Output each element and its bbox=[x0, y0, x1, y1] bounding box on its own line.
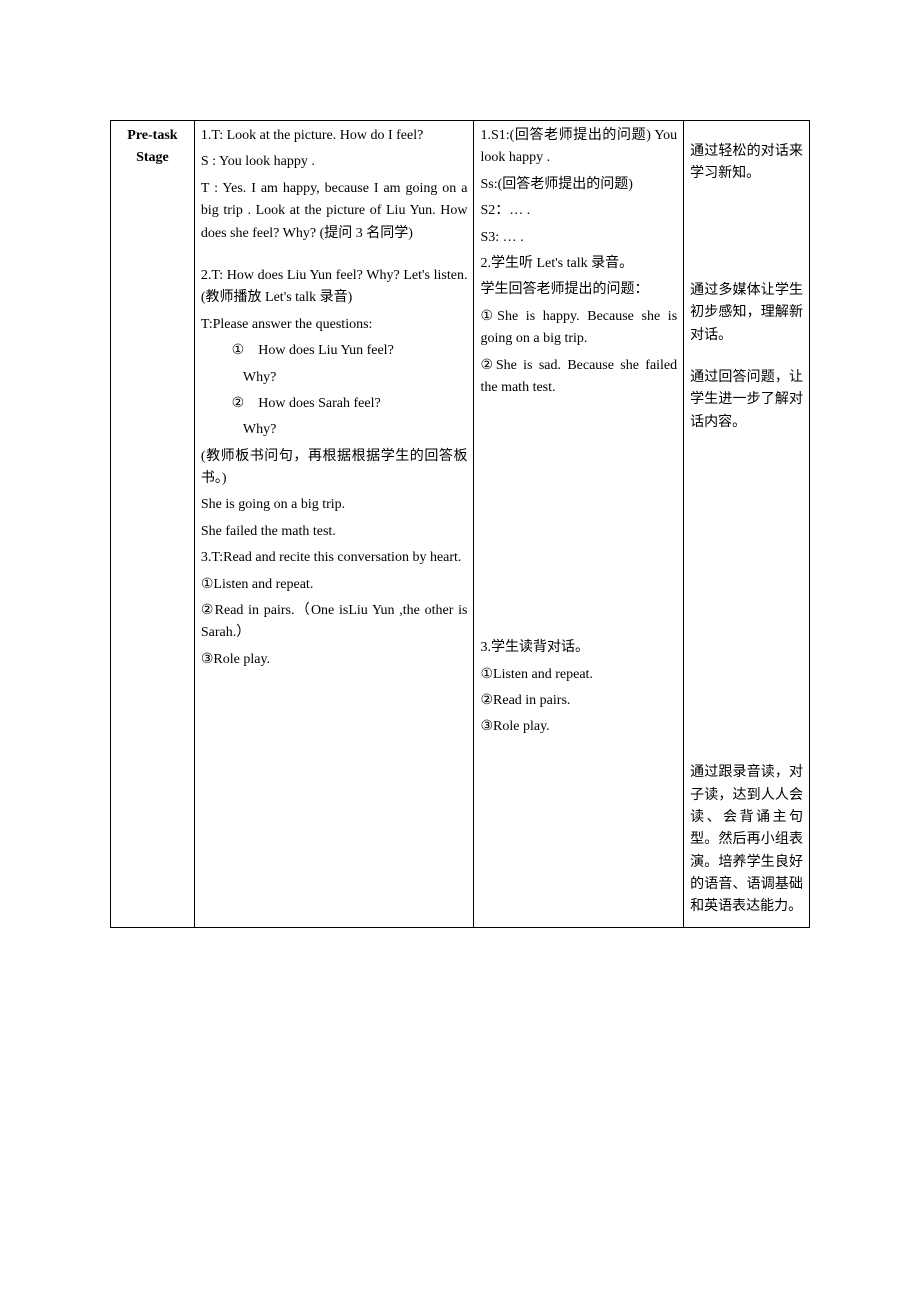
student-item-1d: S3: … . bbox=[480, 227, 677, 249]
lesson-plan-table: Pre-task Stage 1.T: Look at the picture.… bbox=[110, 120, 810, 928]
stage-label-line1: Pre-task bbox=[117, 125, 188, 147]
teacher-item-2c: (教师板书问句，再根据根据学生的回答板书。) bbox=[201, 446, 468, 491]
teacher-item-1c: T : Yes. I am happy, because I am going … bbox=[201, 178, 468, 245]
student-item-3a: 3.学生读背对话。 bbox=[480, 637, 677, 659]
student-activity-cell: 1.S1:(回答老师提出的问题) You look happy . Ss:(回答… bbox=[474, 121, 684, 928]
teacher-item-3b: ①Listen and repeat. bbox=[201, 574, 468, 596]
teacher-q2a: ② How does Sarah feel? bbox=[201, 393, 468, 415]
student-item-1a: 1.S1:(回答老师提出的问题) You look happy . bbox=[480, 125, 677, 170]
intent-1: 通过轻松的对话来学习新知。 bbox=[690, 141, 803, 186]
student-item-2b: 学生回答老师提出的问题： bbox=[480, 279, 677, 301]
teacher-q1b: Why? bbox=[201, 367, 468, 389]
stage-label-line2: Stage bbox=[117, 147, 188, 169]
teacher-item-3a: 3.T:Read and recite this conversation by… bbox=[201, 547, 468, 569]
teacher-item-1b: S : You look happy . bbox=[201, 151, 468, 173]
student-item-2a: 2.学生听 Let's talk 录音。 bbox=[480, 253, 677, 275]
design-intent-cell: 通过轻松的对话来学习新知。 通过多媒体让学生初步感知，理解新对话。 通过回答问题… bbox=[684, 121, 810, 928]
page: Pre-task Stage 1.T: Look at the picture.… bbox=[0, 0, 920, 1028]
stage-cell: Pre-task Stage bbox=[111, 121, 195, 928]
student-item-3d: ③Role play. bbox=[480, 716, 677, 738]
table-row: Pre-task Stage 1.T: Look at the picture.… bbox=[111, 121, 810, 928]
student-item-1b: Ss:(回答老师提出的问题) bbox=[480, 174, 677, 196]
teacher-item-2e: She failed the math test. bbox=[201, 521, 468, 543]
student-item-2d: ②She is sad. Because she failed the math… bbox=[480, 355, 677, 400]
intent-3: 通过回答问题，让学生进一步了解对话内容。 bbox=[690, 367, 803, 434]
student-item-1c: S2：… . bbox=[480, 200, 677, 222]
student-item-2c: ①She is happy. Because she is going on a… bbox=[480, 306, 677, 351]
teacher-item-2b: T:Please answer the questions: bbox=[201, 314, 468, 336]
student-item-3b: ①Listen and repeat. bbox=[480, 664, 677, 686]
teacher-item-3c: ②Read in pairs.（One isLiu Yun ,the other… bbox=[201, 600, 468, 645]
intent-4: 通过跟录音读，对子读，达到人人会读、会背诵主句型。然后再小组表演。培养学生良好的… bbox=[690, 762, 803, 919]
teacher-item-3d: ③Role play. bbox=[201, 649, 468, 671]
teacher-item-2d: She is going on a big trip. bbox=[201, 494, 468, 516]
teacher-item-1a: 1.T: Look at the picture. How do I feel? bbox=[201, 125, 468, 147]
teacher-q2b: Why? bbox=[201, 419, 468, 441]
teacher-activity-cell: 1.T: Look at the picture. How do I feel?… bbox=[194, 121, 474, 928]
student-item-3c: ②Read in pairs. bbox=[480, 690, 677, 712]
intent-2: 通过多媒体让学生初步感知，理解新对话。 bbox=[690, 280, 803, 347]
teacher-q1a: ① How does Liu Yun feel? bbox=[201, 340, 468, 362]
teacher-item-2a: 2.T: How does Liu Yun feel? Why? Let's l… bbox=[201, 265, 468, 310]
